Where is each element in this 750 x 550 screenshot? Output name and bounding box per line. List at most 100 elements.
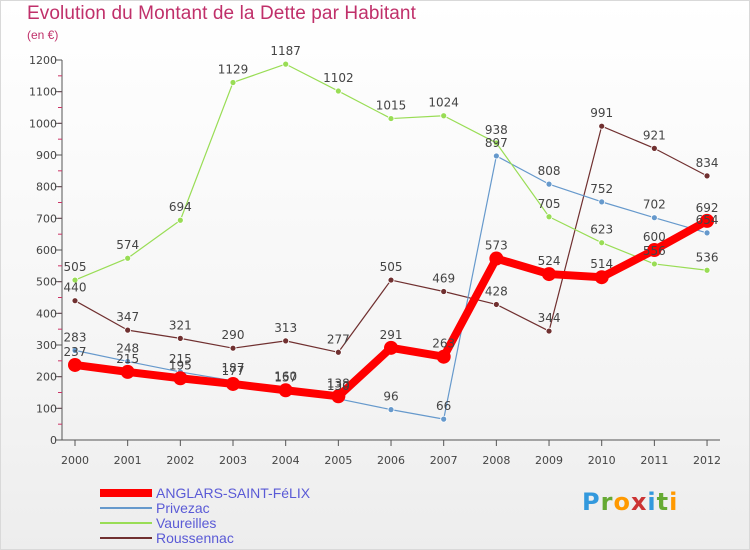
series-point-3 <box>598 122 606 130</box>
x-tick-label: 2004 <box>272 454 300 467</box>
data-label-1: 654 <box>696 213 719 227</box>
data-label-3: 469 <box>432 271 455 285</box>
x-tick-label: 2008 <box>482 454 510 467</box>
series-point-3 <box>71 297 79 305</box>
series-point-0 <box>120 364 135 379</box>
x-tick-label: 2012 <box>693 454 721 467</box>
y-tick-label: 1000 <box>29 117 57 130</box>
data-label-1: 808 <box>538 164 561 178</box>
data-label-3: 290 <box>222 328 245 342</box>
data-label-0: 215 <box>116 352 139 366</box>
legend-swatch-anglars <box>100 489 152 497</box>
data-label-3: 834 <box>696 156 719 170</box>
series-point-3 <box>229 344 237 352</box>
data-label-2: 938 <box>485 123 508 137</box>
data-label-0: 514 <box>590 257 613 271</box>
data-label-3: 440 <box>64 281 87 295</box>
legend-swatch-privezac <box>100 507 152 509</box>
logo-letter: t <box>656 488 670 516</box>
series-point-2 <box>492 139 500 147</box>
series-line-2 <box>74 63 708 281</box>
series-point-2 <box>387 115 395 122</box>
series-point-3 <box>440 288 448 295</box>
series-point-3 <box>387 276 395 284</box>
series-point-2 <box>176 216 184 224</box>
legend-label-vaureilles: Vaureilles <box>156 515 217 531</box>
data-label-0: 138 <box>327 376 350 390</box>
series-point-2 <box>334 87 342 95</box>
legend-label-roussennac: Roussennac <box>156 530 234 546</box>
data-label-2: 505 <box>64 260 87 274</box>
legend-swatch-vaureilles <box>100 522 152 524</box>
x-tick-label: 2002 <box>166 454 194 467</box>
logo-letter: r <box>600 488 614 516</box>
data-label-0: 177 <box>222 364 245 378</box>
chart-unit: (en €) <box>27 28 59 42</box>
series-point-2 <box>124 254 132 262</box>
data-label-0: 263 <box>432 337 455 351</box>
y-tick-label: 1100 <box>29 86 57 99</box>
legend-swatch-roussennac <box>100 537 152 539</box>
series-point-1 <box>387 406 395 414</box>
data-label-2: 574 <box>116 238 139 252</box>
series-point-3 <box>334 348 342 356</box>
logo-letter: i <box>669 488 679 516</box>
x-tick-label: 2010 <box>588 454 616 467</box>
series-point-3 <box>176 334 184 342</box>
data-label-1: 130 <box>327 379 350 393</box>
x-tick-label: 2007 <box>430 454 458 467</box>
series-point-1 <box>598 198 606 206</box>
data-label-3: 313 <box>274 321 297 335</box>
data-label-0: 291 <box>380 328 403 342</box>
logo-letter: o <box>613 488 631 516</box>
series-point-1 <box>545 180 553 188</box>
series-point-0 <box>436 349 451 364</box>
series-point-3 <box>545 327 553 335</box>
series-point-1 <box>71 346 79 354</box>
data-label-2: 705 <box>538 197 561 211</box>
logo-letter: P <box>582 488 601 516</box>
data-label-2: 1015 <box>376 99 407 113</box>
data-label-3: 428 <box>485 284 508 298</box>
data-label-2: 1187 <box>270 44 301 58</box>
data-label-1: 248 <box>116 341 139 355</box>
series-point-3 <box>282 337 290 345</box>
data-label-0: 600 <box>643 230 666 244</box>
data-label-2: 623 <box>590 223 613 237</box>
series-point-0 <box>384 340 399 355</box>
series-point-0 <box>594 270 609 285</box>
series-point-0 <box>226 376 241 391</box>
series-point-1 <box>124 358 132 365</box>
data-label-1: 897 <box>485 136 508 150</box>
data-label-3: 277 <box>327 332 350 346</box>
data-label-1: 96 <box>383 390 398 404</box>
data-label-2: 1024 <box>428 96 459 110</box>
data-label-3: 505 <box>380 260 403 274</box>
series-point-3 <box>492 301 500 308</box>
y-tick-label: 1200 <box>29 54 57 67</box>
series-point-2 <box>282 60 290 68</box>
data-label-1: 187 <box>222 361 245 375</box>
data-label-0: 524 <box>538 254 561 268</box>
y-tick-label: 200 <box>36 371 57 384</box>
data-label-0: 195 <box>169 358 192 372</box>
y-tick-label: 300 <box>36 339 57 352</box>
data-label-2: 1102 <box>323 71 354 85</box>
series-point-2 <box>440 112 448 120</box>
series-point-2 <box>598 239 606 247</box>
series-point-2 <box>229 79 237 86</box>
data-label-1: 702 <box>643 198 666 212</box>
x-tick-label: 2011 <box>640 454 668 467</box>
series-point-0 <box>489 251 504 266</box>
data-label-0: 157 <box>274 370 297 384</box>
data-label-0: 573 <box>485 239 508 253</box>
y-tick-label: 400 <box>36 307 57 320</box>
series-point-0 <box>542 267 557 282</box>
series-point-1 <box>492 152 500 160</box>
data-label-0: 692 <box>696 201 719 215</box>
x-tick-label: 2003 <box>219 454 247 467</box>
series-point-3 <box>124 326 132 334</box>
data-label-1: 66 <box>436 399 451 413</box>
data-label-0: 237 <box>64 345 87 359</box>
